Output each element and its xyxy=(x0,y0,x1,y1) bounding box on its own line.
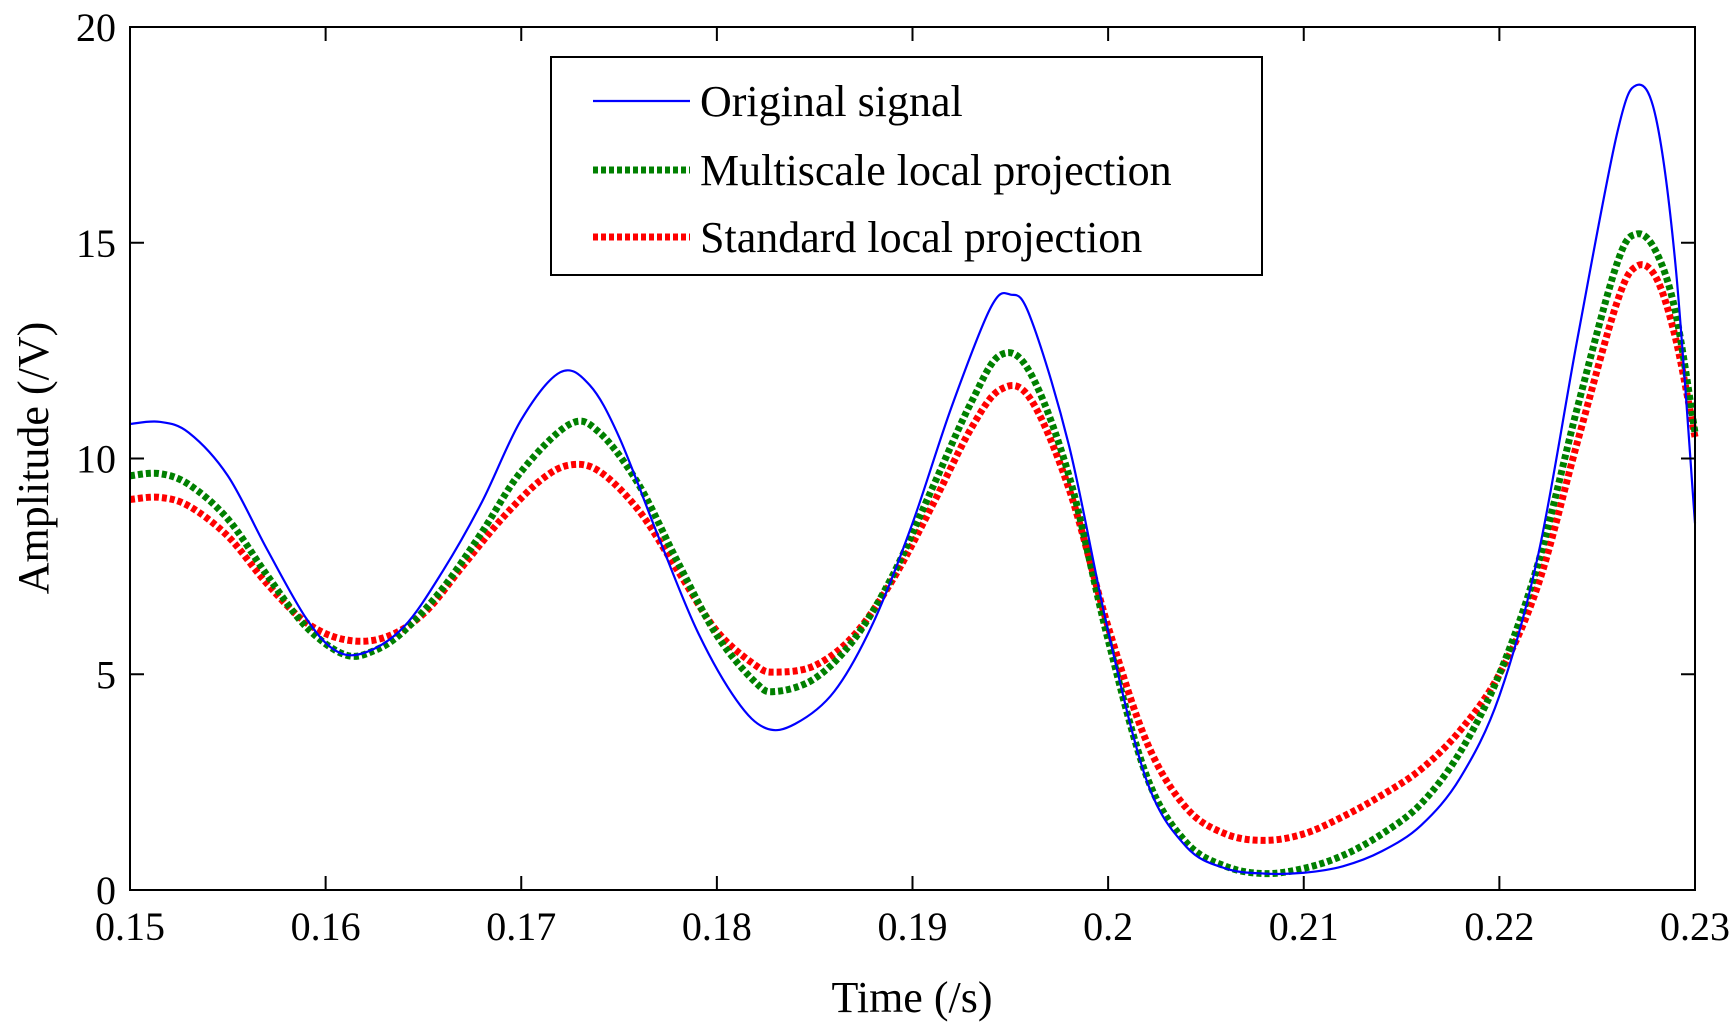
series-layer xyxy=(129,83,1699,878)
legend-label-standard-local-projection: Standard local projection xyxy=(700,213,1142,262)
x-tick-label: 0.2 xyxy=(1083,904,1133,949)
x-tick-label: 0.21 xyxy=(1269,904,1339,949)
x-tick-label: 0.16 xyxy=(291,904,361,949)
y-tick-label: 0 xyxy=(96,868,116,913)
legend-label-multiscale-local-projection: Multiscale local projection xyxy=(700,146,1172,195)
legend: Original signal Multiscale local projecti… xyxy=(550,56,1263,276)
legend-label-original-signal: Original signal xyxy=(700,77,963,126)
x-tick-label: 0.17 xyxy=(486,904,556,949)
y-tick-label: 5 xyxy=(96,652,116,697)
x-tick-label: 0.18 xyxy=(682,904,752,949)
x-tick-label: 0.15 xyxy=(95,904,165,949)
x-tick-label: 0.23 xyxy=(1660,904,1730,949)
y-tick-label: 10 xyxy=(76,437,116,482)
x-tick-label: 0.19 xyxy=(878,904,948,949)
x-axis-title: Time (/s) xyxy=(832,973,993,1022)
series-line-original-signal xyxy=(129,83,1697,876)
series-line-multiscale-local-projection xyxy=(129,230,1699,878)
x-axis-ticks: 0.15 0.16 0.17 0.18 0.19 0.2 0.21 0.22 0.23 xyxy=(95,27,1730,949)
x-tick-label: 0.22 xyxy=(1464,904,1534,949)
y-axis-title: Amplitude (/V) xyxy=(9,322,58,595)
y-tick-label: 20 xyxy=(76,5,116,50)
y-tick-label: 15 xyxy=(76,221,116,266)
y-axis-ticks: 0 5 10 15 20 xyxy=(76,5,1695,913)
